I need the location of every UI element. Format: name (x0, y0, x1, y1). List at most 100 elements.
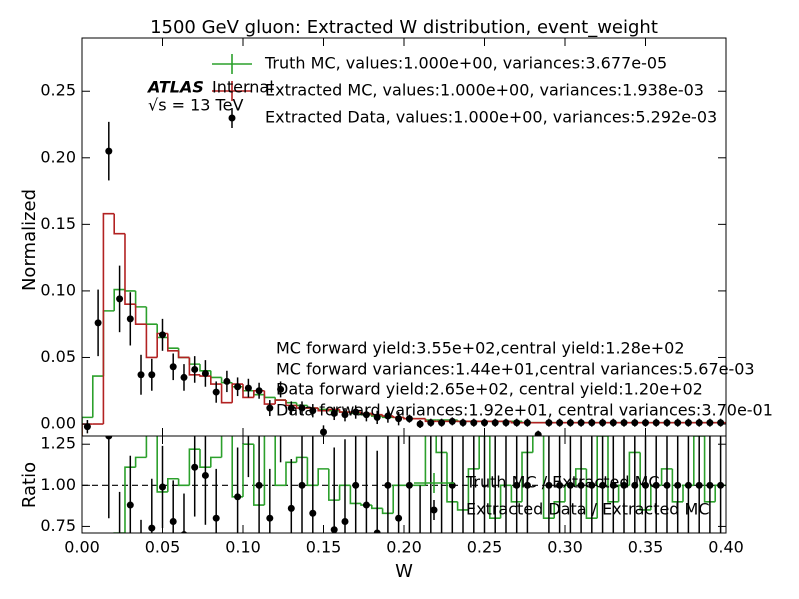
step-bin (295, 456, 308, 463)
x-tick-label: 0.30 (547, 538, 583, 557)
data-point (212, 514, 220, 522)
data-point (588, 481, 596, 489)
annotation: Data forward variances:1.92e+01, central… (276, 401, 773, 420)
foreground: 0.000.050.100.150.200.250.751.001.250.00… (40, 38, 744, 557)
legend-swatch (228, 114, 236, 122)
data-point (255, 481, 263, 489)
data-point (652, 481, 660, 489)
x-tick-label: 0.35 (628, 538, 664, 557)
x-tick-label: 0.00 (64, 538, 100, 557)
step-bin (574, 468, 587, 486)
data-point (459, 419, 467, 427)
step-bin (435, 436, 447, 454)
data-point (481, 419, 488, 427)
step-bin (424, 436, 427, 486)
data-point (523, 481, 531, 489)
data-point (491, 419, 499, 427)
data-point (545, 419, 553, 427)
legend-label: Truth MC / Extracted MC (465, 473, 660, 492)
y-tick-label: 0.05 (40, 347, 76, 366)
data-point (502, 419, 510, 427)
y-tick-label: 1.25 (40, 434, 76, 453)
data-point (695, 481, 703, 489)
step-bin (91, 375, 104, 418)
legend-swatch (430, 506, 438, 514)
data-point (470, 419, 478, 427)
step-bin (188, 357, 201, 376)
step-bin (167, 477, 179, 492)
step-bin (542, 436, 555, 520)
data-point (427, 419, 435, 427)
step-bin (156, 436, 168, 493)
data-point (706, 419, 714, 427)
step-bin (199, 449, 211, 469)
data-point (405, 415, 413, 423)
y-tick-label: 0.25 (40, 81, 76, 100)
data-point (416, 420, 424, 428)
data-point (545, 481, 553, 489)
data-point (534, 431, 542, 436)
y-tick-label: 0.20 (40, 147, 76, 166)
step-bin (188, 448, 201, 486)
step-bin (499, 484, 512, 519)
data-point (395, 415, 403, 423)
y-tick-label: 0.75 (40, 516, 76, 535)
step-bin (532, 436, 534, 453)
step-bin (274, 436, 286, 487)
x-tick-label: 0.25 (467, 538, 503, 557)
step-bin (446, 452, 458, 503)
data-point (330, 526, 338, 533)
step-bin (392, 484, 404, 514)
data-point (438, 419, 446, 427)
data-point (631, 419, 639, 427)
data-point (556, 481, 564, 489)
data-point (169, 517, 177, 525)
y-tick-label: 0.10 (40, 280, 76, 299)
step-bin (220, 384, 233, 404)
data-point (266, 514, 274, 522)
step-bin (703, 436, 716, 503)
data-point (352, 408, 360, 416)
step-bin (596, 436, 608, 519)
step-bin (639, 452, 651, 511)
step-bin (145, 324, 158, 359)
data-point (298, 481, 306, 489)
data-point (599, 481, 607, 489)
data-point (384, 412, 392, 420)
data-point (717, 419, 725, 427)
chart-title: 1500 GeV gluon: Extracted W distribution… (150, 17, 658, 38)
step-bin (113, 213, 125, 235)
step-bin (317, 408, 329, 412)
annotation: ATLAS (146, 78, 204, 97)
step-bin (628, 451, 641, 486)
data-point (695, 419, 703, 427)
step-bin (274, 399, 286, 405)
data-point (352, 481, 360, 489)
data-point (642, 481, 649, 489)
step-bin (585, 468, 598, 520)
y-axis-label: Normalized (19, 189, 40, 291)
data-point (148, 371, 156, 379)
annotation: MC forward yield:3.55e+02,central yield:… (276, 339, 685, 358)
data-point (620, 481, 628, 489)
step-bin (210, 456, 222, 468)
y-tick-label: 0.15 (40, 214, 76, 233)
data-point (684, 481, 692, 489)
data-point (588, 419, 596, 427)
x-axis-label: W (395, 561, 413, 582)
step-bin (177, 478, 190, 487)
step-bin (693, 436, 705, 486)
data-point (244, 384, 252, 392)
data-point (513, 481, 521, 489)
step-bin (338, 484, 351, 501)
data-point (255, 387, 263, 395)
legend-label: Extracted MC, values:1.000e+00, variance… (265, 81, 704, 100)
step-bin (263, 390, 276, 405)
step-bin (242, 443, 254, 497)
step-bin (467, 468, 480, 510)
step-bin (167, 333, 179, 352)
step-bin (371, 505, 383, 510)
data-point (674, 481, 682, 489)
